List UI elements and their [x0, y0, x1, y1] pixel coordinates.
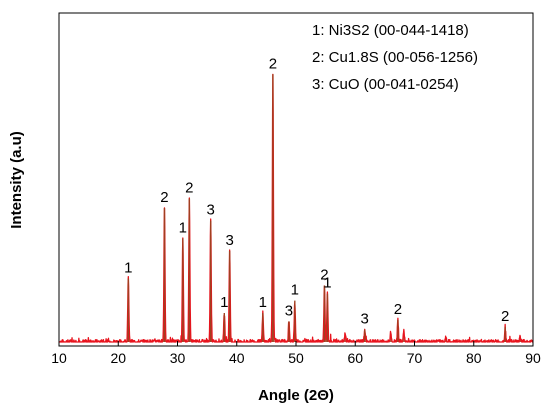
- x-tick-label-2: 30: [170, 350, 186, 366]
- x-tick-label-1: 20: [110, 350, 126, 366]
- peak-label-7: 1: [259, 294, 267, 311]
- x-tick-label-4: 50: [288, 350, 304, 366]
- x-tick-label-8: 90: [525, 350, 541, 366]
- pattern-line: [58, 73, 534, 343]
- peak-label-12: 1: [323, 275, 331, 292]
- x-axis-label: Angle (2Θ): [258, 387, 334, 404]
- legend-entry-cuo: 3: CuO (00-041-0254): [312, 76, 459, 93]
- peak-label-14: 2: [394, 301, 402, 318]
- legend-entry-cu1-8s: 2: Cu1.8S (00-056-1256): [312, 49, 478, 66]
- peak-label-10: 1: [291, 282, 299, 299]
- peak-label-8: 2: [269, 55, 277, 72]
- peak-label-11: 2: [320, 266, 328, 283]
- peak-label-4: 3: [207, 202, 215, 219]
- legend: 1: Ni3S2 (00-044-1418) 2: Cu1.8S (00-056…: [312, 22, 478, 93]
- x-tick-label-7: 80: [466, 350, 482, 366]
- peak-label-5: 1: [220, 294, 228, 311]
- y-axis-label: Intensity (a.u): [8, 131, 25, 229]
- peak-label-0: 1: [124, 260, 132, 277]
- peak-label-6: 3: [225, 232, 233, 249]
- xrd-series: [58, 73, 534, 343]
- x-tick-label-0: 10: [51, 350, 67, 366]
- peak-label-15: 2: [501, 308, 509, 325]
- peak-label-13: 3: [361, 311, 369, 328]
- x-tick-label-5: 60: [347, 350, 363, 366]
- peak-label-9: 3: [285, 302, 293, 319]
- peak-label-2: 1: [179, 220, 187, 237]
- x-axis-ticks: 10 20 30 40 50 60 70 80 90: [51, 341, 541, 366]
- x-tick-label-3: 40: [229, 350, 245, 366]
- peak-label-1: 2: [160, 189, 168, 206]
- peak-label-3: 2: [185, 179, 193, 196]
- pattern-fill: [59, 84, 533, 343]
- legend-entry-ni3s2: 1: Ni3S2 (00-044-1418): [312, 22, 469, 39]
- x-tick-label-6: 70: [407, 350, 423, 366]
